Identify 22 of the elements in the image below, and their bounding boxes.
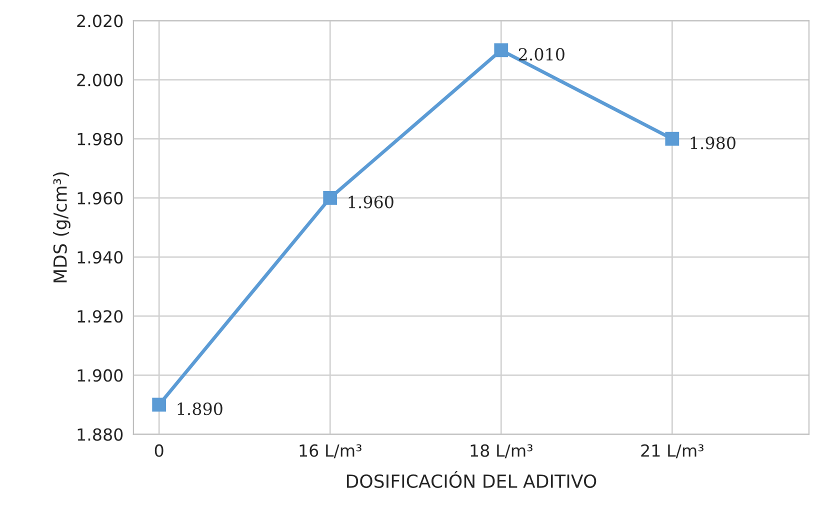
y-tick-label: 1.960 (78, 192, 123, 205)
y-tick-label: 1.900 (78, 369, 123, 382)
x-tick-label: 18 L/m³ (470, 444, 532, 458)
point (494, 43, 508, 58)
x-axis-title: DOSIFICACIÓN DEL ADITIVO (347, 471, 596, 488)
y-axis-title: MDS (g/cm³) (52, 172, 70, 282)
data-label: 2.010 (518, 48, 564, 61)
data-label: 1.980 (690, 136, 736, 150)
y-tick-label: 2.020 (77, 14, 123, 28)
y-tick-label: 1.920 (78, 310, 123, 323)
y-tick-label: 2.000 (77, 74, 123, 86)
point (323, 190, 338, 205)
point (152, 398, 166, 412)
y-tick-label: 1.880 (78, 428, 123, 441)
x-tick-label: 0 (154, 444, 164, 457)
y-tick-label: 1.980 (78, 132, 123, 146)
y-tick-label: 1.940 (78, 250, 123, 264)
x-tick-label: 21 L/m³ (641, 444, 704, 458)
point (665, 132, 680, 146)
x-tick-label: 16 L/m³ (300, 444, 362, 458)
data-label: 1.890 (178, 402, 222, 416)
data-label: 1.960 (348, 196, 394, 208)
